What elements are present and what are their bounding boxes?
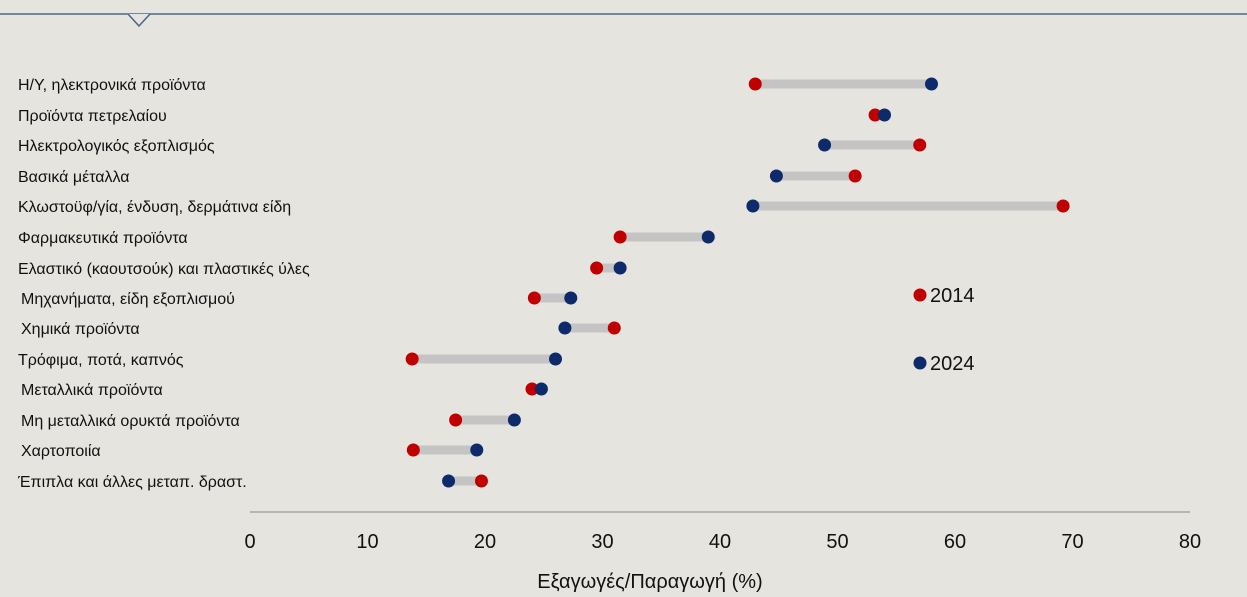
top-border <box>0 13 1247 28</box>
legend-label-2024: 2024 <box>930 353 975 375</box>
legend: 2014 2024 <box>913 285 975 375</box>
marker-2014 <box>748 77 762 91</box>
category-label: Χημικά προϊόντα <box>21 321 140 338</box>
x-tick-label: 70 <box>1061 531 1083 553</box>
legend-marker-2024 <box>913 356 927 370</box>
marker-2024 <box>701 230 715 244</box>
category-label: Ηλεκτρολογικός εξοπλισμός <box>18 138 215 155</box>
x-tick-labels: 0 10 20 30 40 50 60 70 80 <box>244 531 1201 553</box>
category-label: Η/Υ, ηλεκτρονικά προϊόντα <box>18 77 206 94</box>
marker-2024 <box>442 474 456 488</box>
category-label: Μηχανήματα, είδη εξοπλισμού <box>21 291 235 308</box>
category-label: Κλωστοϋφ/γία, ένδυση, δερμάτινα είδη <box>18 199 291 216</box>
category-label: Έπιπλα και άλλες μεταπ. δραστ. <box>17 474 247 491</box>
x-tick-label: 50 <box>826 531 848 553</box>
x-tick-label: 30 <box>591 531 613 553</box>
marker-2024 <box>470 443 484 457</box>
marker-2024 <box>925 77 938 91</box>
marker-2024 <box>878 108 891 122</box>
x-tick-label: 20 <box>474 531 496 553</box>
marker-2024 <box>564 291 578 305</box>
legend-marker-2014 <box>913 288 927 302</box>
marker-2014 <box>406 443 420 457</box>
x-axis-title: Εξαγωγές/Παραγωγή (%) <box>537 571 762 593</box>
marker-2014 <box>449 413 463 427</box>
x-tick-label: 0 <box>244 531 255 553</box>
marker-2024 <box>746 199 760 213</box>
category-label: Τρόφιμα, ποτά, καπνός <box>18 352 184 369</box>
marker-2024 <box>769 169 783 183</box>
x-tick-label: 80 <box>1179 531 1201 553</box>
x-tick-label: 60 <box>944 531 966 553</box>
top-border-notch <box>127 13 151 28</box>
x-tick-label: 10 <box>356 531 378 553</box>
category-label: Χαρτοποιία <box>21 443 101 460</box>
x-tick-label: 40 <box>709 531 731 553</box>
marker-2024 <box>818 138 832 152</box>
marker-2014 <box>527 291 541 305</box>
marker-2014 <box>607 321 621 335</box>
marker-2014 <box>474 474 488 488</box>
marker-2014 <box>913 138 927 152</box>
marker-2014 <box>525 382 539 396</box>
category-labels: Η/Υ, ηλεκτρονικά προϊόντα Προϊόντα πετρελ… <box>17 77 310 491</box>
category-label: Ελαστικό (καουτσούκ) και πλαστικές ύλες <box>18 261 310 278</box>
category-label: Μεταλλικά προϊόντα <box>21 382 163 399</box>
category-label: Προϊόντα πετρελαίου <box>18 108 167 125</box>
marker-2014 <box>590 261 604 275</box>
marker-2014 <box>848 169 862 183</box>
marker-2024 <box>549 352 562 366</box>
marker-2014 <box>868 108 882 122</box>
legend-label-2014: 2014 <box>930 285 975 307</box>
marker-2024 <box>558 321 572 335</box>
category-label: Βασικά μέταλλα <box>18 169 130 186</box>
marker-2014 <box>613 230 627 244</box>
marker-2024 <box>613 261 627 275</box>
marker-2024 <box>534 382 548 396</box>
marker-2024 <box>507 413 521 427</box>
markers-group <box>405 77 1070 488</box>
category-label: Φαρμακευτικά προϊόντα <box>18 230 188 247</box>
category-label: Μη μεταλλικά ορυκτά προϊόντα <box>21 413 240 430</box>
marker-2014 <box>1056 199 1070 213</box>
marker-2014 <box>405 352 419 366</box>
